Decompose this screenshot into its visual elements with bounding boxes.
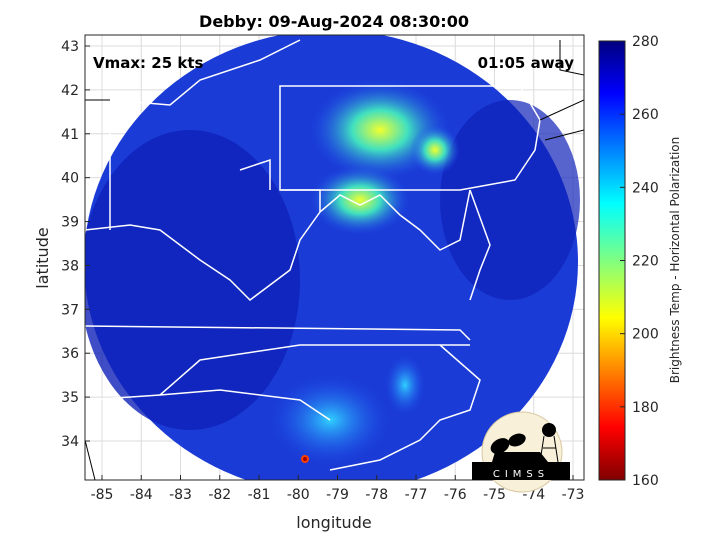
y-tick-label: 38 xyxy=(61,258,79,274)
colorbar-tick-label: 280 xyxy=(632,34,659,50)
axes-frame xyxy=(84,34,585,481)
y-tick-label: 43 xyxy=(61,39,79,55)
colorbar-tick-label: 260 xyxy=(632,107,659,123)
x-tick-label: -80 xyxy=(287,487,310,503)
x-tick-label: -82 xyxy=(208,487,231,503)
colorbar-tick-label: 200 xyxy=(632,327,659,343)
y-tick-label: 35 xyxy=(61,390,79,406)
time-away-label: 01:05 away xyxy=(478,54,575,72)
x-tick-label: -84 xyxy=(130,487,153,503)
cold-spot xyxy=(303,457,307,461)
colorbar-tick-label: 220 xyxy=(632,254,659,270)
x-tick-label: -81 xyxy=(248,487,271,503)
map-area xyxy=(85,35,584,480)
warm-region xyxy=(85,130,300,430)
y-tick-label: 41 xyxy=(61,127,79,143)
y-tick-label: 37 xyxy=(61,302,79,318)
x-tick-label: -79 xyxy=(326,487,349,503)
y-tick-label: 39 xyxy=(61,215,79,231)
state-borders xyxy=(85,39,541,471)
colorbar-tick-label: 240 xyxy=(632,180,659,196)
y-tick-label: 36 xyxy=(61,346,79,362)
x-tick-label: -83 xyxy=(169,487,192,503)
y-tick-label: 40 xyxy=(61,171,79,187)
x-axis-label: longitude xyxy=(296,513,371,532)
y-axis: 34 35 36 37 38 39 40 41 42 43 xyxy=(61,39,90,450)
y-tick-label: 42 xyxy=(61,83,79,99)
x-tick-label: -75 xyxy=(483,487,506,503)
storm-band xyxy=(310,165,410,235)
logo-text: CIMSS xyxy=(493,469,549,480)
chart-title: Debby: 09-Aug-2024 08:30:00 xyxy=(199,12,469,31)
storm-band xyxy=(385,355,425,415)
vmax-label: Vmax: 25 kts xyxy=(93,54,203,72)
y-axis-label: latitude xyxy=(33,227,52,288)
x-tick-label: -78 xyxy=(365,487,388,503)
storm-band xyxy=(410,125,460,175)
x-axis: -85 -84 -83 -82 -81 -80 -79 -78 -77 -76 -75 -74 -73 xyxy=(91,475,585,503)
warm-region xyxy=(440,100,580,300)
x-tick-label: -73 xyxy=(562,487,585,503)
x-tick-label: -77 xyxy=(405,487,428,503)
y-tick-label: 34 xyxy=(61,434,79,450)
x-tick-label: -76 xyxy=(444,487,467,503)
colorbar-ticks: 160 180 200 220 240 260 280 xyxy=(620,34,659,489)
colorbar-label: Brightness Temp - Horizontal Polarizatio… xyxy=(668,137,682,384)
x-tick-label: -85 xyxy=(91,487,114,503)
outside-borders xyxy=(85,40,584,480)
colorbar-tick-label: 160 xyxy=(632,473,659,489)
cimss-logo: CIMSS xyxy=(472,411,570,493)
colorbar-tick-label: 180 xyxy=(632,400,659,416)
